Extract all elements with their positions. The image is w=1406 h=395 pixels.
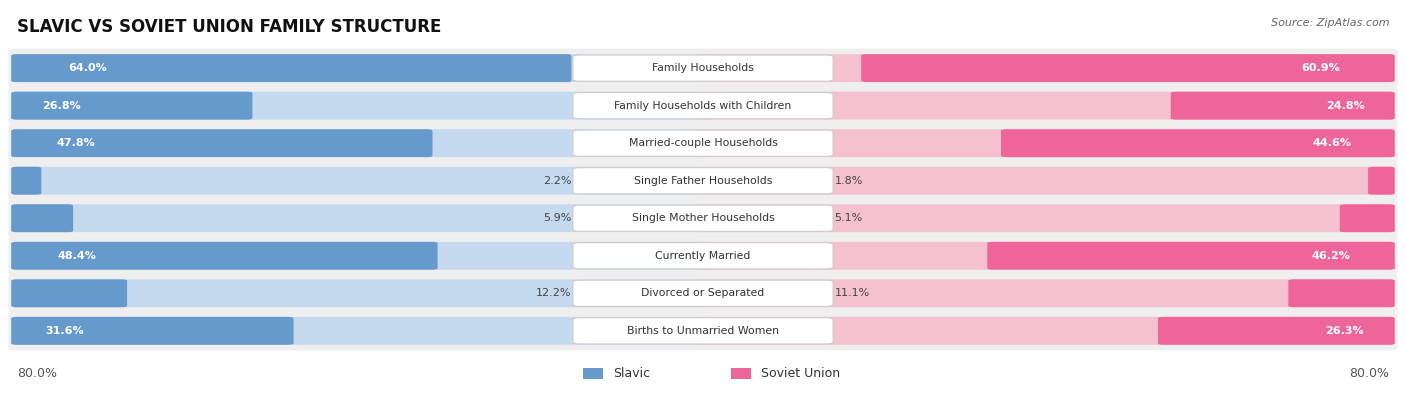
Text: 48.4%: 48.4% bbox=[58, 251, 96, 261]
FancyBboxPatch shape bbox=[11, 167, 709, 195]
FancyBboxPatch shape bbox=[697, 54, 1395, 82]
Text: Family Households: Family Households bbox=[652, 63, 754, 73]
FancyBboxPatch shape bbox=[574, 205, 832, 231]
FancyBboxPatch shape bbox=[11, 279, 127, 307]
FancyBboxPatch shape bbox=[8, 49, 1398, 88]
FancyBboxPatch shape bbox=[8, 311, 1398, 350]
Text: 80.0%: 80.0% bbox=[17, 367, 56, 380]
FancyBboxPatch shape bbox=[11, 54, 709, 82]
FancyBboxPatch shape bbox=[574, 167, 832, 194]
FancyBboxPatch shape bbox=[11, 204, 709, 232]
FancyBboxPatch shape bbox=[697, 167, 1395, 195]
FancyBboxPatch shape bbox=[697, 92, 1395, 120]
Text: Single Father Households: Single Father Households bbox=[634, 176, 772, 186]
Text: Divorced or Separated: Divorced or Separated bbox=[641, 288, 765, 298]
FancyBboxPatch shape bbox=[11, 92, 252, 120]
Text: 1.8%: 1.8% bbox=[835, 176, 863, 186]
FancyBboxPatch shape bbox=[11, 129, 709, 157]
FancyBboxPatch shape bbox=[1340, 204, 1395, 232]
FancyBboxPatch shape bbox=[11, 279, 709, 307]
FancyBboxPatch shape bbox=[862, 54, 1395, 82]
Text: Currently Married: Currently Married bbox=[655, 251, 751, 261]
Text: 60.9%: 60.9% bbox=[1302, 63, 1340, 73]
FancyBboxPatch shape bbox=[11, 92, 709, 120]
Text: 31.6%: 31.6% bbox=[45, 326, 84, 336]
FancyBboxPatch shape bbox=[11, 204, 73, 232]
FancyBboxPatch shape bbox=[1159, 317, 1395, 345]
Text: 46.2%: 46.2% bbox=[1312, 251, 1350, 261]
FancyBboxPatch shape bbox=[11, 317, 709, 345]
Text: Family Households with Children: Family Households with Children bbox=[614, 101, 792, 111]
FancyBboxPatch shape bbox=[8, 86, 1398, 125]
Text: 44.6%: 44.6% bbox=[1312, 138, 1351, 148]
Text: 12.2%: 12.2% bbox=[536, 288, 571, 298]
FancyBboxPatch shape bbox=[1171, 92, 1395, 120]
Text: 11.1%: 11.1% bbox=[835, 288, 870, 298]
Text: Single Mother Households: Single Mother Households bbox=[631, 213, 775, 223]
FancyBboxPatch shape bbox=[8, 161, 1398, 200]
FancyBboxPatch shape bbox=[697, 204, 1395, 232]
Text: Married-couple Households: Married-couple Households bbox=[628, 138, 778, 148]
FancyBboxPatch shape bbox=[583, 368, 603, 379]
FancyBboxPatch shape bbox=[697, 242, 1395, 270]
FancyBboxPatch shape bbox=[574, 243, 832, 269]
FancyBboxPatch shape bbox=[697, 129, 1395, 157]
FancyBboxPatch shape bbox=[1368, 167, 1395, 195]
FancyBboxPatch shape bbox=[574, 318, 832, 344]
FancyBboxPatch shape bbox=[697, 317, 1395, 345]
Text: 26.3%: 26.3% bbox=[1326, 326, 1364, 336]
Text: Births to Unmarried Women: Births to Unmarried Women bbox=[627, 326, 779, 336]
FancyBboxPatch shape bbox=[1288, 279, 1395, 307]
FancyBboxPatch shape bbox=[11, 54, 571, 82]
Text: 5.9%: 5.9% bbox=[543, 213, 571, 223]
FancyBboxPatch shape bbox=[11, 167, 41, 195]
Text: SLAVIC VS SOVIET UNION FAMILY STRUCTURE: SLAVIC VS SOVIET UNION FAMILY STRUCTURE bbox=[17, 18, 441, 36]
Text: 47.8%: 47.8% bbox=[56, 138, 96, 148]
FancyBboxPatch shape bbox=[574, 280, 832, 307]
FancyBboxPatch shape bbox=[574, 55, 832, 81]
FancyBboxPatch shape bbox=[11, 242, 437, 270]
FancyBboxPatch shape bbox=[8, 236, 1398, 275]
FancyBboxPatch shape bbox=[731, 368, 751, 379]
FancyBboxPatch shape bbox=[11, 129, 433, 157]
Text: 80.0%: 80.0% bbox=[1350, 367, 1389, 380]
Text: Source: ZipAtlas.com: Source: ZipAtlas.com bbox=[1271, 18, 1389, 28]
FancyBboxPatch shape bbox=[8, 274, 1398, 313]
Text: Slavic: Slavic bbox=[613, 367, 650, 380]
FancyBboxPatch shape bbox=[697, 279, 1395, 307]
Text: 64.0%: 64.0% bbox=[67, 63, 107, 73]
Text: 5.1%: 5.1% bbox=[835, 213, 863, 223]
Text: 24.8%: 24.8% bbox=[1326, 101, 1365, 111]
FancyBboxPatch shape bbox=[8, 199, 1398, 238]
FancyBboxPatch shape bbox=[574, 130, 832, 156]
FancyBboxPatch shape bbox=[11, 242, 709, 270]
Text: Soviet Union: Soviet Union bbox=[761, 367, 839, 380]
FancyBboxPatch shape bbox=[8, 124, 1398, 163]
FancyBboxPatch shape bbox=[11, 317, 294, 345]
Text: 26.8%: 26.8% bbox=[42, 101, 82, 111]
FancyBboxPatch shape bbox=[1001, 129, 1395, 157]
FancyBboxPatch shape bbox=[987, 242, 1395, 270]
FancyBboxPatch shape bbox=[574, 92, 832, 119]
Text: 2.2%: 2.2% bbox=[543, 176, 571, 186]
